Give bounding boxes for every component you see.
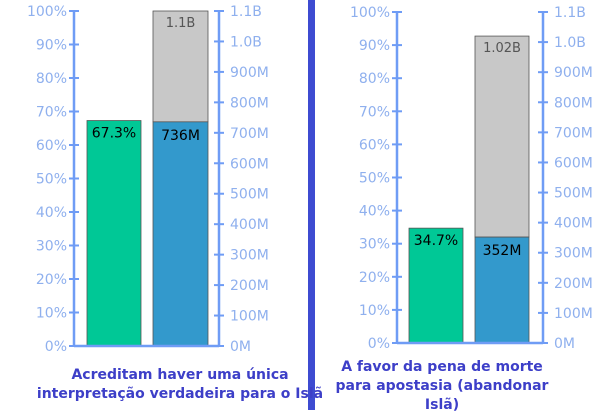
chart-1-caption: Acreditam haver uma única interpretação … <box>36 367 324 402</box>
left-tick-label: 20% <box>359 270 390 286</box>
right-tick-label: 1.0B <box>230 34 262 50</box>
right-tick-label: 100M <box>554 306 593 322</box>
right-tick-label: 500M <box>230 187 269 203</box>
count-bar-label: 352M <box>483 243 522 259</box>
left-tick-label: 50% <box>359 171 390 187</box>
left-tick-label: 40% <box>36 205 67 221</box>
percent-bar <box>408 227 464 344</box>
count-bar <box>152 121 209 347</box>
total-bar-label: 1.02B <box>483 41 521 56</box>
right-tick-label: 0M <box>554 336 575 352</box>
right-tick-label: 800M <box>230 95 269 111</box>
right-tick-label: 1.0B <box>554 35 586 51</box>
right-tick-label: 400M <box>230 217 269 233</box>
left-tick-label: 70% <box>359 104 390 120</box>
left-tick-label: 0% <box>45 339 67 355</box>
percent-bar-label: 67.3% <box>92 126 136 142</box>
right-tick-label: 200M <box>554 276 593 292</box>
left-tick-label: 80% <box>36 71 67 87</box>
right-tick-label: 100M <box>230 309 269 325</box>
right-tick-label: 300M <box>554 246 593 262</box>
count-bar-label: 736M <box>161 128 200 144</box>
left-tick-label: 80% <box>359 71 390 87</box>
right-tick-label: 700M <box>230 126 269 142</box>
percent-bar-label: 34.7% <box>414 233 458 249</box>
left-tick-label: 30% <box>359 237 390 253</box>
left-tick-label: 0% <box>368 336 390 352</box>
chart-2-caption: A favor da pena de morte para apostasia … <box>335 359 549 413</box>
left-tick-label: 100% <box>350 5 390 21</box>
left-tick-label: 90% <box>359 38 390 54</box>
right-tick-label: 800M <box>554 95 593 111</box>
right-tick-label: 900M <box>554 65 593 81</box>
right-tick-label: 400M <box>554 216 593 232</box>
left-tick-label: 40% <box>359 204 390 220</box>
left-tick-label: 20% <box>36 272 67 288</box>
left-tick-label: 10% <box>359 303 390 319</box>
count-bar <box>474 236 530 344</box>
right-tick-label: 500M <box>554 186 593 202</box>
left-tick-label: 90% <box>36 38 67 54</box>
right-tick-label: 900M <box>230 65 269 81</box>
right-tick-label: 300M <box>230 248 269 264</box>
left-tick-label: 60% <box>359 137 390 153</box>
left-tick-label: 10% <box>36 306 67 322</box>
right-tick-label: 1.1B <box>230 4 262 20</box>
left-tick-label: 100% <box>27 4 67 20</box>
total-bar <box>474 35 530 238</box>
left-tick-label: 30% <box>36 239 67 255</box>
right-tick-label: 600M <box>554 155 593 171</box>
panel-divider <box>308 0 315 410</box>
left-tick-label: 50% <box>36 172 67 188</box>
right-tick-label: 200M <box>230 278 269 294</box>
total-bar-label: 1.1B <box>166 16 196 31</box>
right-tick-label: 600M <box>230 156 269 172</box>
right-tick-label: 0M <box>230 339 251 355</box>
left-tick-label: 70% <box>36 105 67 121</box>
right-tick-label: 1.1B <box>554 5 586 21</box>
percent-bar <box>86 120 142 347</box>
right-tick-label: 700M <box>554 125 593 141</box>
left-tick-label: 60% <box>36 138 67 154</box>
